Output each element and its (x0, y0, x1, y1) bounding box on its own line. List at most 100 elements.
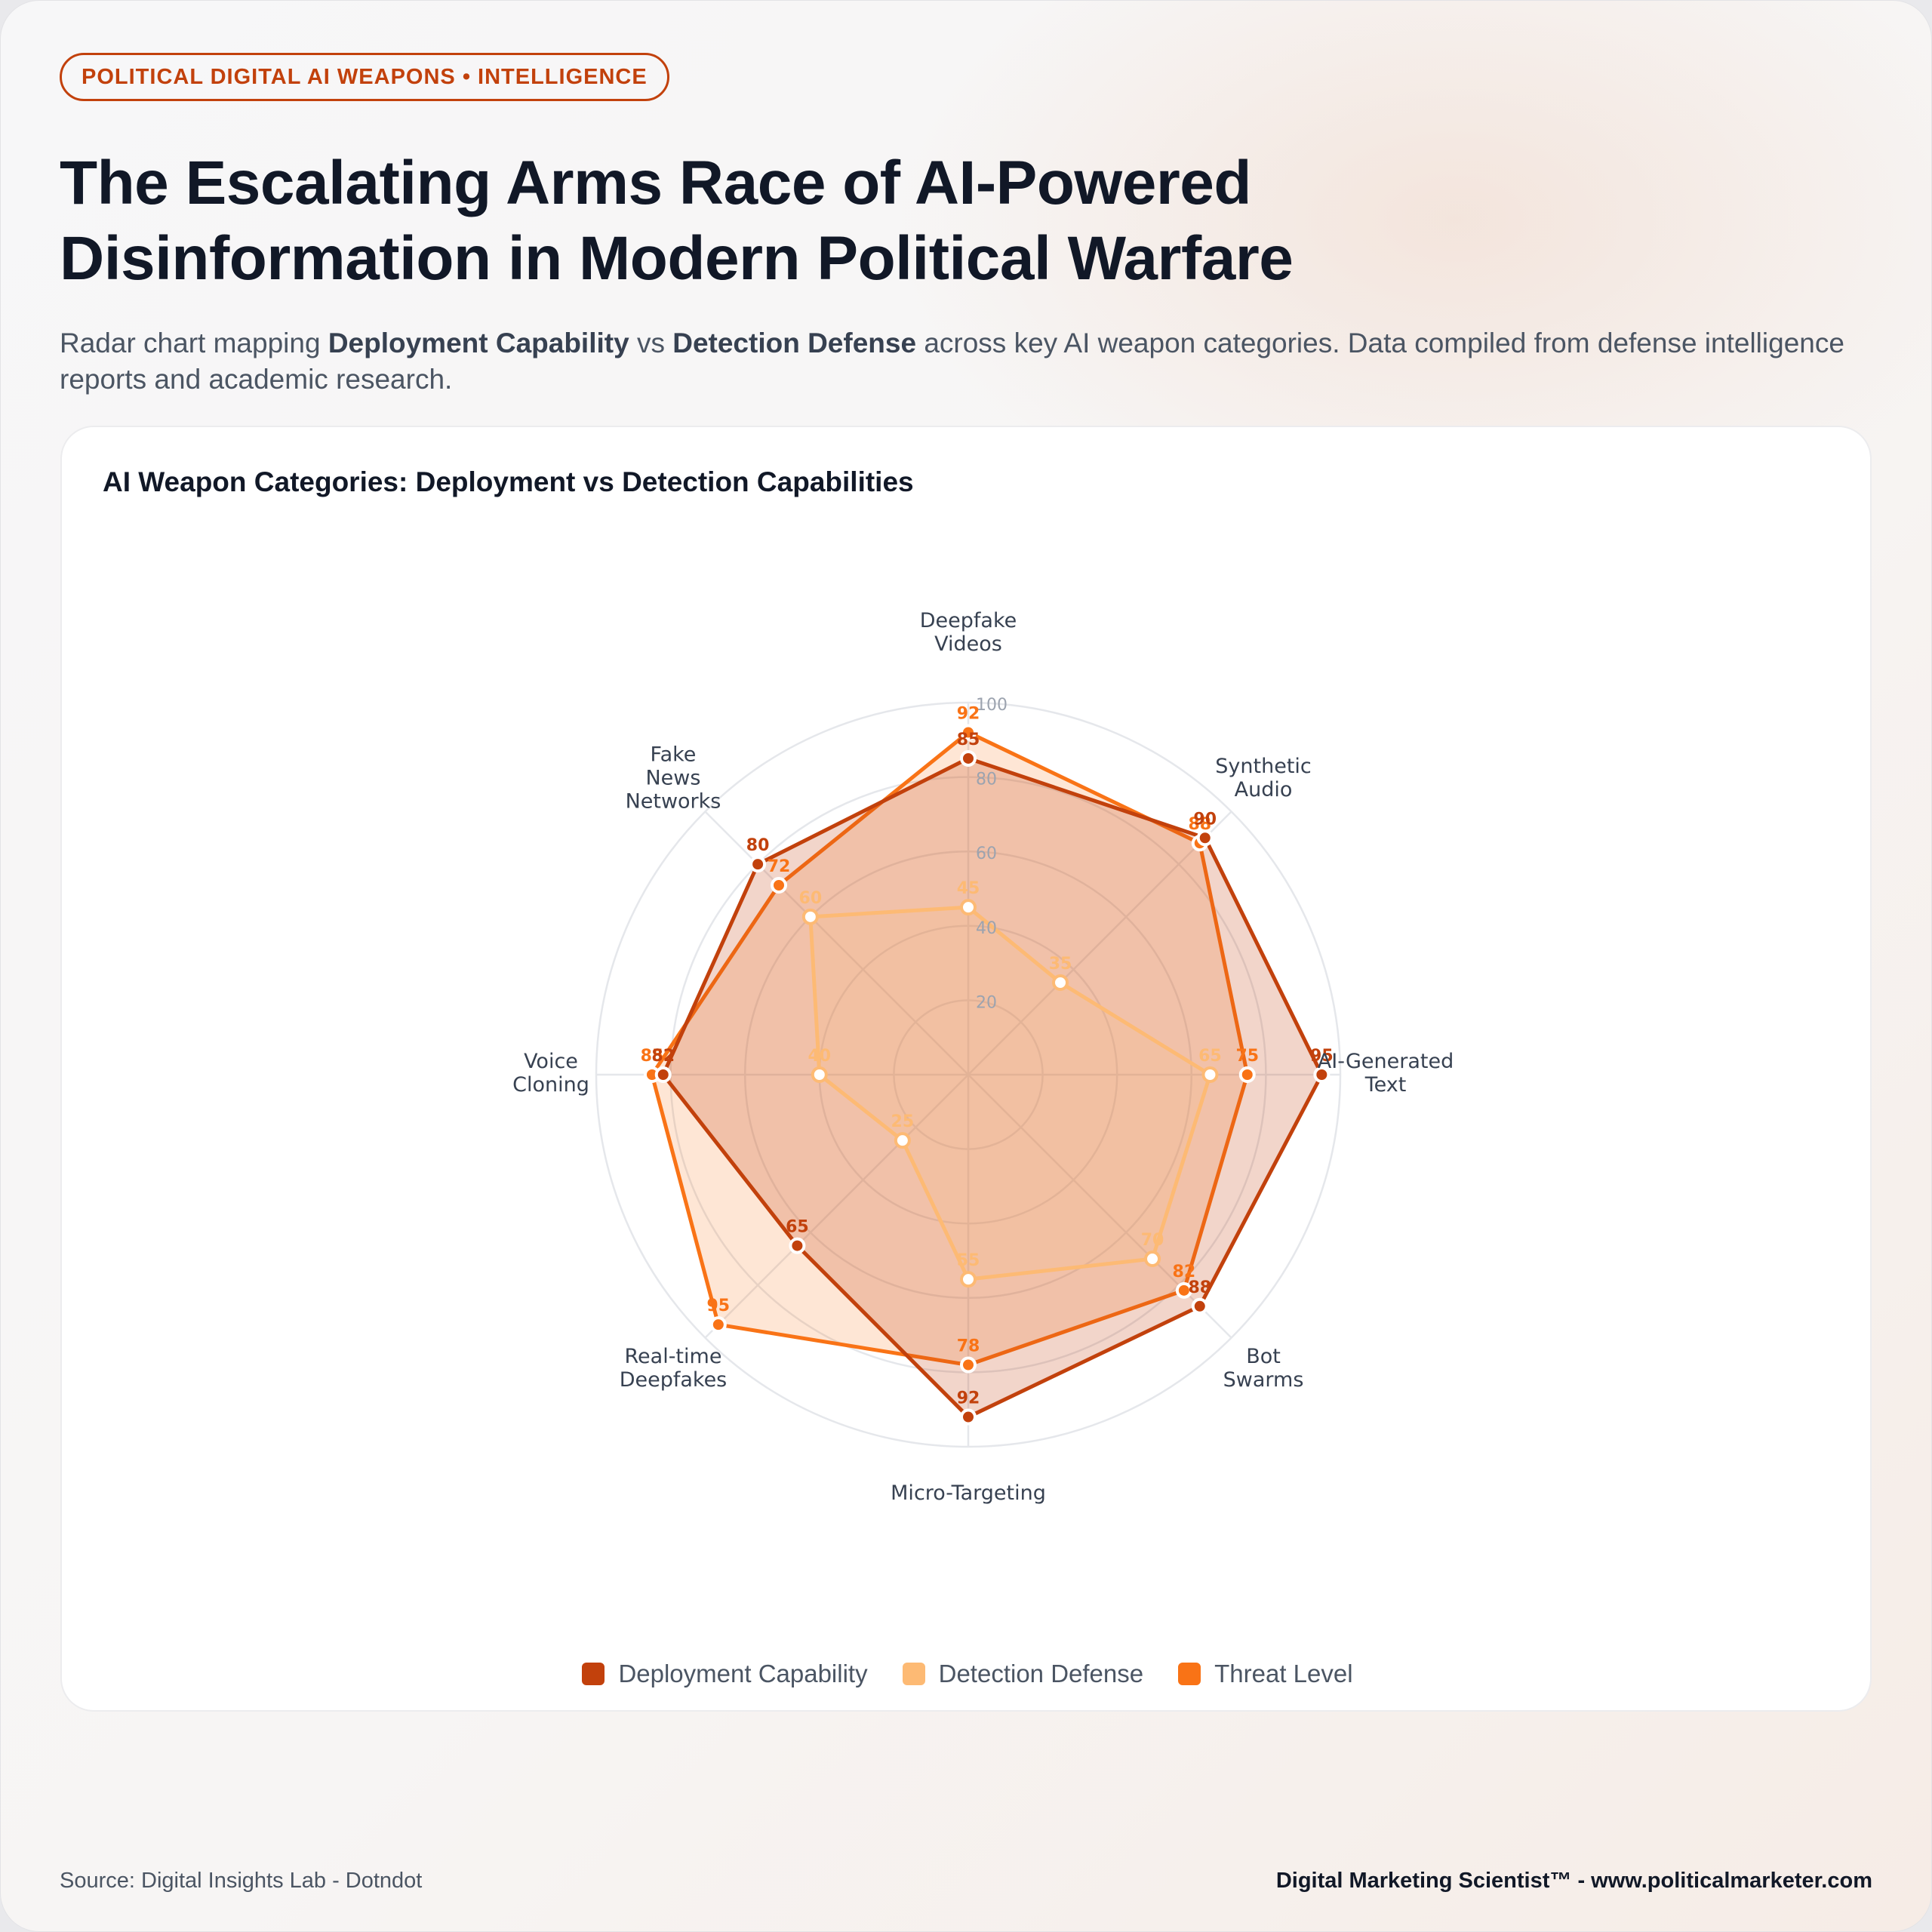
data-label-threat-level-4: 78 (957, 1337, 980, 1356)
data-label-threat-level-6: 85 (641, 1047, 664, 1066)
legend-swatch (1178, 1663, 1201, 1685)
data-label-detection-defense-4: 55 (957, 1251, 980, 1270)
legend-label: Detection Defense (938, 1660, 1144, 1687)
category-label-line: Swarms (1223, 1368, 1304, 1392)
subtitle-bold-1: Deployment Capability (328, 328, 629, 358)
legend-item-deployment-capability[interactable]: Deployment Capability (582, 1660, 868, 1688)
data-label-detection-defense-0: 45 (957, 879, 980, 898)
category-label-line: Bot (1246, 1345, 1281, 1368)
legend-item-threat-level[interactable]: Threat Level (1178, 1660, 1353, 1688)
data-point-threat-level-2 (1238, 1066, 1256, 1083)
data-point-deployment-capability-5 (789, 1237, 806, 1254)
data-point-deployment-capability-0 (960, 749, 977, 767)
subtitle-part-2: vs (629, 328, 673, 358)
tick-label-100: 100 (976, 696, 1008, 715)
data-point-threat-level-3 (1175, 1281, 1192, 1299)
data-label-detection-defense-7: 60 (799, 889, 823, 908)
data-label-detection-defense-6: 40 (808, 1047, 831, 1066)
source-credit: Source: Digital Insights Lab - Dotndot (60, 1869, 423, 1893)
title-line-2: Disinformation in Modern Political Warfa… (60, 224, 1294, 293)
category-label-line: Videos (934, 632, 1002, 656)
data-label-threat-level-0: 92 (957, 704, 980, 723)
data-label-threat-level-2: 75 (1235, 1047, 1259, 1066)
data-point-deployment-capability-7 (749, 856, 767, 873)
data-point-detection-defense-6 (811, 1066, 828, 1083)
tick-label-60: 60 (976, 844, 997, 863)
data-point-detection-defense-3 (1144, 1251, 1161, 1268)
category-label-line: Cloning (512, 1073, 589, 1097)
tick-label-20: 20 (976, 993, 997, 1012)
axis-spoke-5 (704, 1074, 969, 1339)
data-point-detection-defense-5 (894, 1132, 911, 1149)
data-point-deployment-capability-3 (1191, 1297, 1208, 1315)
legend-label: Deployment Capability (618, 1660, 868, 1687)
axis-spoke-1 (968, 811, 1232, 1075)
page-title: The Escalating Arms Race of AI-Powered D… (60, 146, 1569, 297)
brand-credit: Digital Marketing Scientist™ - www.polit… (1275, 1869, 1872, 1893)
legend-label: Threat Level (1214, 1660, 1353, 1687)
data-point-threat-level-4 (960, 1356, 977, 1374)
category-label-line: Micro-Targeting (891, 1481, 1046, 1505)
category-label-5: Real-time Deepfakes (620, 1345, 728, 1392)
category-label-line: Deepfakes (620, 1368, 728, 1392)
legend-swatch (582, 1663, 605, 1685)
data-point-detection-defense-0 (960, 899, 977, 916)
data-label-deployment-capability-4: 92 (957, 1389, 980, 1408)
data-label-detection-defense-3: 70 (1141, 1231, 1164, 1250)
category-label-line: Synthetic (1215, 755, 1311, 778)
title-line-1: The Escalating Arms Race of AI-Powered (60, 149, 1251, 217)
chart-card: AI Weapon Categories: Deployment vs Dete… (60, 426, 1872, 1712)
category-label-line: Fake (651, 743, 697, 766)
subtitle-part-1: Radar chart mapping (60, 328, 328, 358)
data-point-detection-defense-1 (1052, 974, 1069, 991)
data-label-deployment-capability-3: 88 (1188, 1278, 1211, 1297)
category-label-1: Synthetic Audio (1215, 755, 1311, 801)
category-label-3: Bot Swarms (1223, 1345, 1304, 1392)
data-point-detection-defense-2 (1201, 1066, 1219, 1083)
category-label-line: Audio (1235, 778, 1293, 801)
data-point-threat-level-0 (960, 724, 977, 741)
data-point-deployment-capability-2 (1313, 1066, 1331, 1083)
data-point-detection-defense-4 (960, 1271, 977, 1288)
category-label-0: Deepfake Videos (920, 609, 1017, 656)
category-label-line: Voice (524, 1050, 578, 1073)
tick-label-80: 80 (976, 771, 997, 789)
data-label-threat-level-1: 88 (1188, 815, 1211, 834)
data-point-threat-level-7 (771, 877, 788, 894)
chart-title: AI Weapon Categories: Deployment vs Dete… (103, 466, 914, 497)
data-label-deployment-capability-6: 82 (651, 1047, 675, 1066)
data-label-deployment-capability-7: 80 (746, 836, 770, 855)
subtitle-bold-2: Detection Defense (672, 328, 917, 358)
data-label-deployment-capability-1: 90 (1193, 810, 1217, 829)
axis-spoke-7 (704, 811, 969, 1075)
category-label-line: Networks (626, 789, 721, 813)
data-label-detection-defense-2: 65 (1198, 1047, 1222, 1066)
data-point-deployment-capability-6 (654, 1066, 672, 1083)
category-label-6: Voice Cloning (512, 1050, 589, 1097)
data-label-detection-defense-5: 25 (891, 1112, 915, 1131)
category-label-line: Deepfake (920, 609, 1017, 632)
chart-legend: Deployment Capability Detection Defense Th… (62, 1651, 1873, 1697)
data-point-deployment-capability-4 (960, 1408, 977, 1426)
data-label-threat-level-5: 95 (707, 1297, 731, 1315)
category-label-line: Real-time (624, 1345, 721, 1368)
category-label-4: Micro-Targeting (891, 1481, 1046, 1505)
category-badge: POLITICAL DIGITAL AI WEAPONS • INTELLIGE… (60, 53, 669, 101)
data-point-threat-level-5 (709, 1316, 727, 1334)
category-label-7: Fake News Networks (626, 743, 721, 813)
subtitle-part-3: across key AI weapon categories. Data co… (60, 328, 1844, 395)
data-label-detection-defense-1: 35 (1049, 955, 1072, 974)
category-label-2: AI-Generated Text (1318, 1050, 1454, 1097)
category-label-line: Text (1364, 1073, 1407, 1097)
data-label-threat-level-7: 72 (768, 857, 791, 876)
data-label-deployment-capability-2: 95 (1310, 1047, 1334, 1066)
data-label-deployment-capability-0: 85 (957, 731, 980, 749)
data-label-threat-level-3: 82 (1173, 1263, 1196, 1281)
category-label-line: News (645, 766, 700, 789)
data-label-deployment-capability-5: 65 (786, 1218, 809, 1237)
category-label-line: AI-Generated (1318, 1050, 1454, 1073)
legend-item-detection-defense[interactable]: Detection Defense (902, 1660, 1144, 1688)
page-subtitle: Radar chart mapping Deployment Capabilit… (60, 325, 1871, 398)
tick-label-40: 40 (976, 919, 997, 938)
